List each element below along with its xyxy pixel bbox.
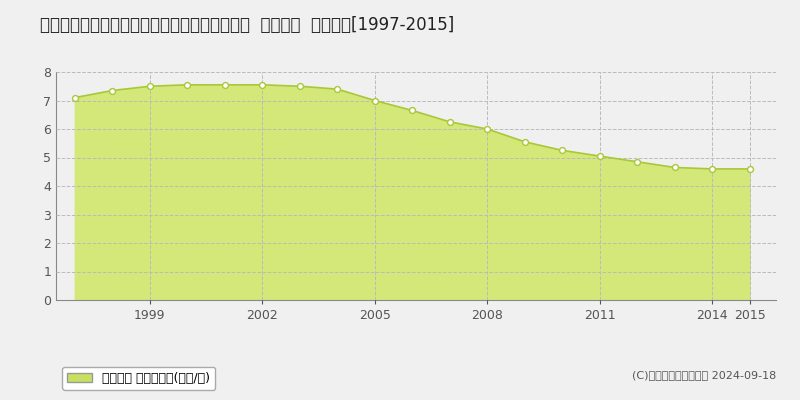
Point <box>368 97 381 104</box>
Text: 山形県天童市大字高擶字西楯町南７０番外１筆  基準地価  地価推移[1997-2015]: 山形県天童市大字高擶字西楯町南７０番外１筆 基準地価 地価推移[1997-201… <box>40 16 454 34</box>
Point <box>518 139 531 145</box>
Point <box>443 119 456 125</box>
Point <box>143 83 156 90</box>
Legend: 基準地価 平均坪単価(万円/坪): 基準地価 平均坪単価(万円/坪) <box>62 366 215 390</box>
Text: (C)土地価格ドットコム 2024-09-18: (C)土地価格ドットコム 2024-09-18 <box>632 370 776 380</box>
Point <box>706 166 718 172</box>
Point <box>106 87 118 94</box>
Point <box>556 147 569 154</box>
Point <box>331 86 344 92</box>
Point <box>218 82 231 88</box>
Point <box>181 82 194 88</box>
Point <box>668 164 681 171</box>
Point <box>631 158 644 165</box>
Point <box>68 94 81 101</box>
Point <box>743 166 756 172</box>
Point <box>256 82 269 88</box>
Point <box>406 107 418 114</box>
Point <box>594 153 606 159</box>
Point <box>481 126 494 132</box>
Point <box>294 83 306 90</box>
